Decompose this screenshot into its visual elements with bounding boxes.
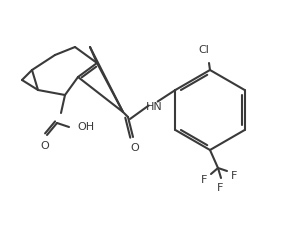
Text: F: F bbox=[201, 175, 207, 185]
Text: F: F bbox=[217, 183, 223, 193]
Text: O: O bbox=[131, 143, 139, 153]
Text: F: F bbox=[231, 171, 237, 181]
Text: O: O bbox=[41, 141, 49, 151]
Text: HN: HN bbox=[146, 101, 163, 112]
Text: Cl: Cl bbox=[198, 45, 209, 55]
Text: OH: OH bbox=[77, 122, 94, 132]
